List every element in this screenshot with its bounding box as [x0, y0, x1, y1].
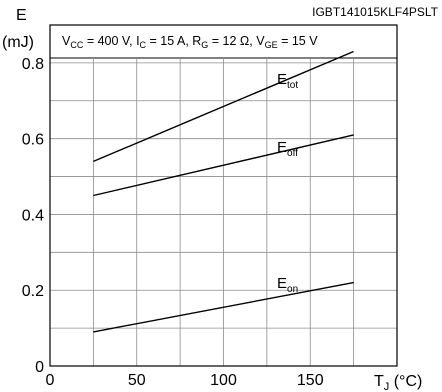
- x-axis-subscript: J: [384, 381, 390, 392]
- series-line-eon: [93, 281, 354, 333]
- vge-subscript: GE: [265, 40, 278, 50]
- x-tick-label: 50: [128, 372, 146, 389]
- ic-symbol: I: [136, 34, 139, 48]
- x-tick-label: 0: [46, 372, 55, 389]
- vcc-value: = 400 V,: [83, 34, 136, 48]
- vge-symbol: V: [256, 34, 265, 48]
- series-line-etot: [93, 50, 354, 163]
- x-axis-unit: (°C): [389, 373, 422, 390]
- tick-labels: 0 50 100 150 0 0.2 0.4 0.6 0.8: [22, 56, 324, 389]
- y-axis-unit: (mJ): [2, 34, 34, 51]
- part-number: IGBT141015KLF4PSLT: [312, 5, 439, 19]
- y-tick-label: 0.4: [22, 207, 44, 224]
- y-tick-label: 0: [35, 359, 44, 376]
- series-label-eoff: Eoff: [277, 139, 298, 159]
- series-label-eon: Eon: [277, 275, 298, 295]
- vge-value: = 15 V: [278, 34, 319, 48]
- series-line-eoff: [93, 134, 354, 197]
- eon-symbol: E: [277, 275, 287, 292]
- eoff-subscript: off: [287, 148, 298, 159]
- x-axis-label: TJ (°C): [374, 373, 422, 392]
- x-tick-label: 100: [210, 372, 237, 389]
- vcc-symbol: V: [62, 34, 71, 48]
- eoff-symbol: E: [277, 139, 287, 156]
- y-tick-label: 0.2: [22, 283, 44, 300]
- grid-lines: [50, 57, 397, 366]
- rg-subscript: G: [201, 40, 208, 50]
- series-lines: [93, 50, 354, 333]
- eon-subscript: on: [287, 284, 298, 295]
- rg-symbol: R: [192, 34, 201, 48]
- vcc-subscript: CC: [70, 40, 83, 50]
- y-axis-label: E: [16, 7, 27, 24]
- plot-frame: [49, 24, 398, 367]
- ic-value: = 15 A,: [146, 34, 192, 48]
- x-axis-symbol: T: [374, 373, 384, 390]
- ic-subscript: C: [140, 40, 147, 50]
- series-label-etot: Etot: [277, 71, 298, 91]
- x-tick-label: 150: [297, 372, 324, 389]
- etot-symbol: E: [277, 71, 287, 88]
- y-tick-label: 0.6: [22, 132, 44, 149]
- y-tick-label: 0.8: [22, 56, 44, 73]
- etot-subscript: tot: [287, 80, 298, 91]
- rg-value: = 12 Ω,: [208, 34, 256, 48]
- test-conditions: VCC = 400 V, IC = 15 A, RG = 12 Ω, VGE =…: [62, 34, 318, 50]
